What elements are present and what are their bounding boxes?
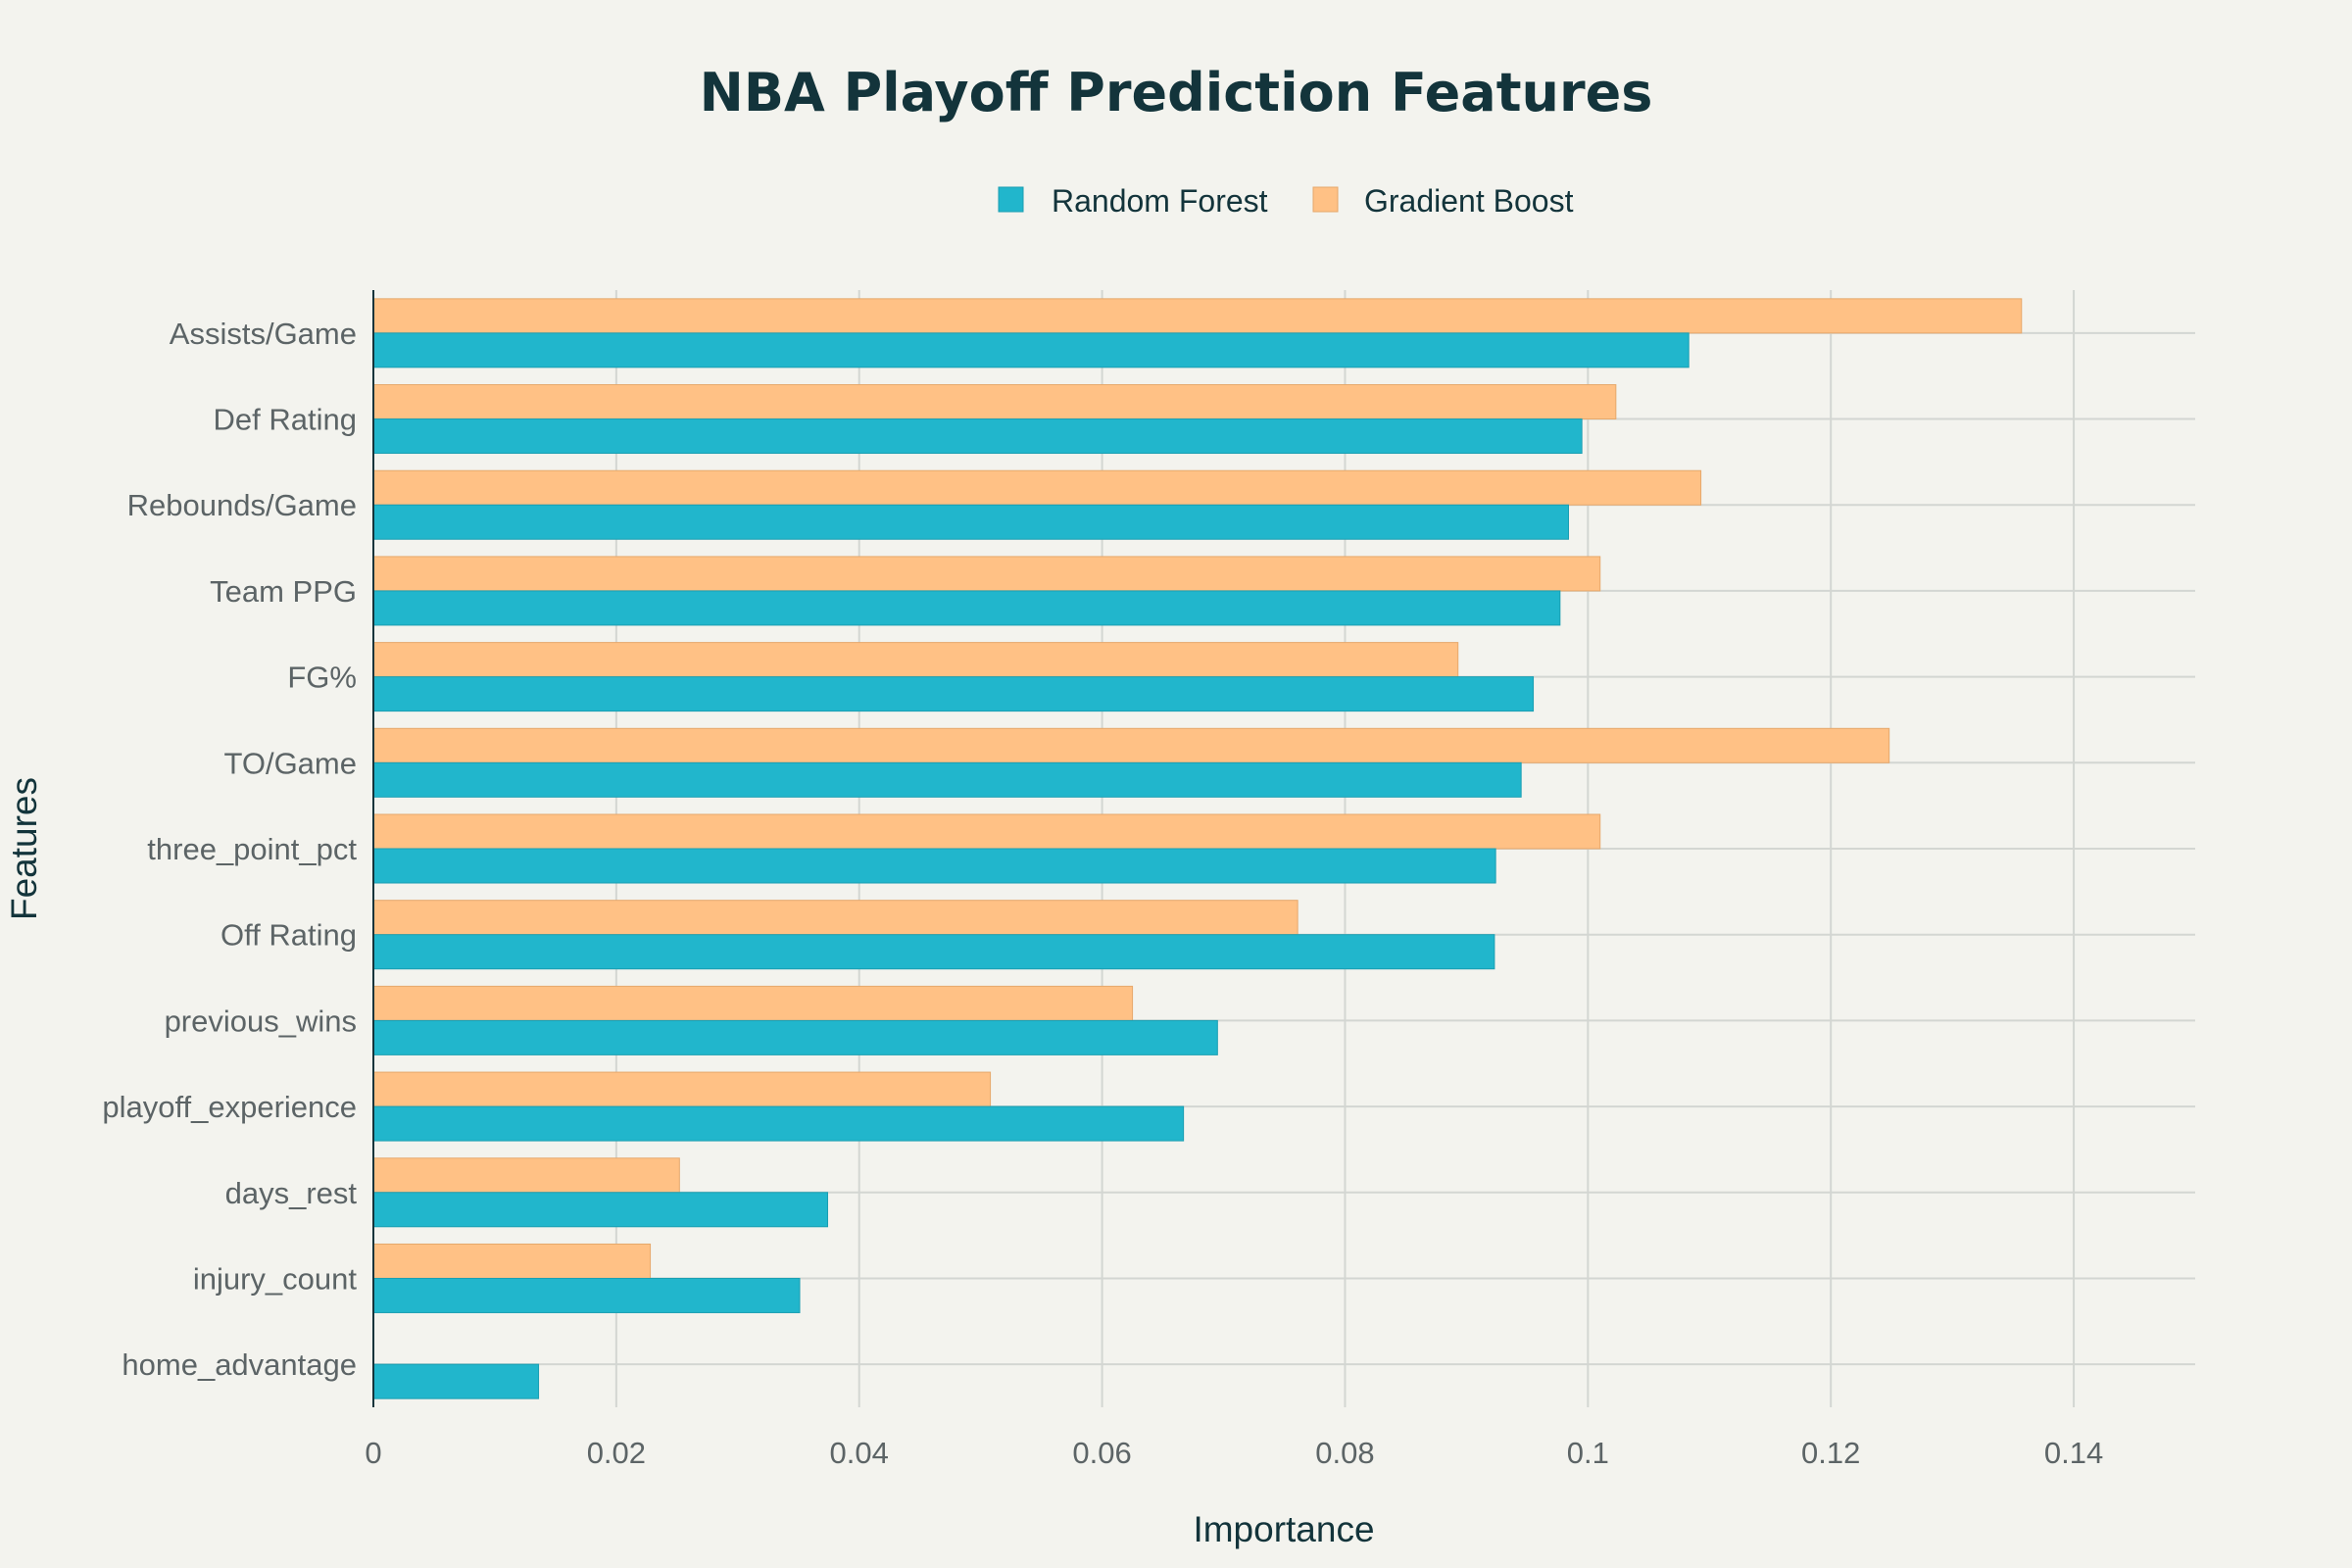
y-tick-label: Off Rating [220, 918, 357, 953]
bar-random-forest[interactable] [372, 418, 1583, 455]
bar-random-forest[interactable] [372, 848, 1496, 884]
legend: Random Forest Gradient Boost [998, 183, 1574, 219]
chart-title: NBA Playoff Prediction Features [700, 62, 1653, 123]
bar-random-forest[interactable] [372, 590, 1561, 626]
bar-gradient-boost[interactable] [372, 900, 1298, 936]
legend-swatch-gradient-boost [1312, 186, 1339, 213]
legend-label-random-forest: Random Forest [1052, 183, 1268, 219]
y-axis-label: Features [4, 777, 44, 920]
bar-gradient-boost[interactable] [372, 813, 1601, 850]
bar-random-forest[interactable] [372, 934, 1495, 970]
y-tick-label: Rebounds/Game [127, 488, 357, 522]
x-axis-label: Importance [1193, 1509, 1374, 1549]
bar-gradient-boost[interactable] [372, 384, 1617, 420]
x-tick-label: 0 [365, 1436, 381, 1470]
bar-gradient-boost[interactable] [372, 727, 1890, 763]
x-tick-label: 0.02 [587, 1436, 646, 1470]
bar-gradient-boost[interactable] [372, 1157, 680, 1194]
y-tick-label: Team PPG [210, 574, 357, 609]
bar-random-forest[interactable] [372, 761, 1522, 798]
y-tick-label: Assists/Game [170, 317, 357, 351]
bar-random-forest[interactable] [372, 1277, 801, 1313]
y-tick-label: injury_count [193, 1261, 358, 1296]
legend-item-gradient-boost[interactable]: Gradient Boost [1312, 183, 1574, 219]
bar-random-forest[interactable] [372, 1105, 1185, 1142]
bar-random-forest[interactable] [372, 676, 1535, 712]
bar-random-forest[interactable] [372, 1019, 1218, 1055]
y-tick-label: home_advantage [122, 1348, 357, 1382]
x-tick-label: 0.12 [1801, 1436, 1860, 1470]
y-tick-label: FG% [287, 661, 357, 695]
x-tick-label: 0.04 [830, 1436, 889, 1470]
bars [372, 298, 2023, 1399]
bar-gradient-boost[interactable] [372, 985, 1134, 1021]
y-tick-label: previous_wins [165, 1004, 357, 1038]
bar-gradient-boost[interactable] [372, 469, 1702, 506]
x-tick-labels: 0 0.02 0.04 0.06 0.08 0.1 0.12 0.14 [365, 1436, 2103, 1470]
y-tick-label: three_point_pct [147, 832, 357, 866]
x-tick-label: 0.08 [1315, 1436, 1374, 1470]
x-tick-label: 0.1 [1567, 1436, 1609, 1470]
x-tick-label: 0.06 [1072, 1436, 1131, 1470]
bar-random-forest[interactable] [372, 332, 1690, 368]
y-tick-label: TO/Game [223, 746, 357, 780]
bar-random-forest[interactable] [372, 504, 1570, 540]
bar-gradient-boost[interactable] [372, 1071, 992, 1107]
legend-label-gradient-boost: Gradient Boost [1364, 183, 1574, 219]
bar-gradient-boost[interactable] [372, 556, 1601, 592]
y-tick-label: playoff_experience [102, 1090, 357, 1124]
y-tick-labels: Assists/Game Def Rating Rebounds/Game Team … [102, 317, 357, 1382]
x-tick-label: 0.14 [2044, 1436, 2103, 1470]
bar-gradient-boost[interactable] [372, 298, 2023, 334]
bar-random-forest[interactable] [372, 1192, 829, 1228]
legend-swatch-random-forest [998, 186, 1024, 213]
y-tick-label: days_rest [225, 1176, 358, 1210]
legend-item-random-forest[interactable]: Random Forest [998, 183, 1268, 219]
bar-gradient-boost[interactable] [372, 642, 1459, 678]
y-tick-label: Def Rating [214, 403, 357, 437]
bar-random-forest[interactable] [372, 1363, 540, 1399]
bar-gradient-boost[interactable] [372, 1243, 652, 1279]
